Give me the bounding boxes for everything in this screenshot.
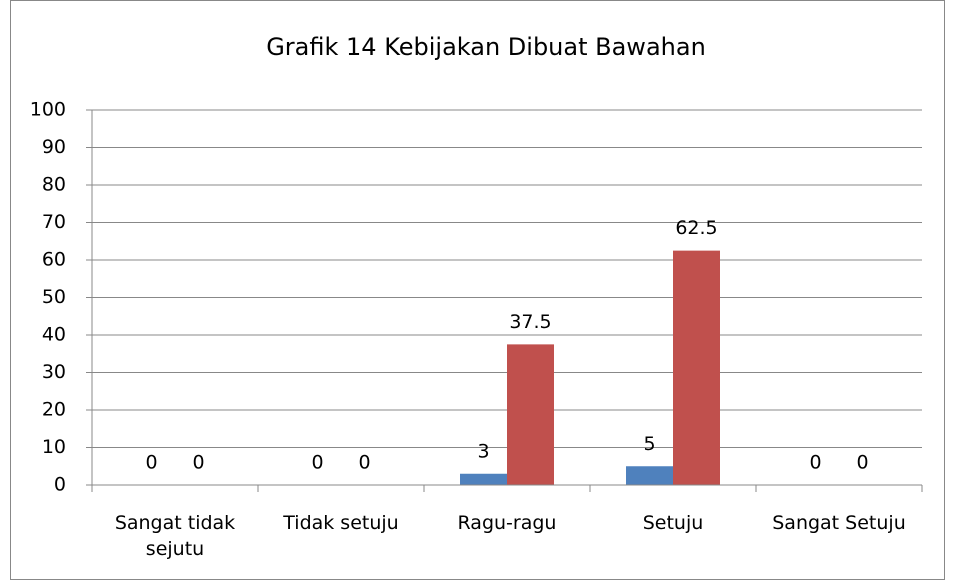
data-label: 0 — [809, 452, 821, 474]
bar — [507, 344, 554, 485]
y-tick-label: 20 — [42, 399, 66, 421]
y-tick-label: 40 — [42, 324, 66, 346]
chart-title: Grafik 14 Kebijakan Dibuat Bawahan — [266, 33, 706, 61]
bar — [460, 473, 507, 485]
data-label: 62.5 — [675, 217, 717, 239]
y-tick-label: 30 — [42, 361, 66, 383]
y-tick-label: 90 — [42, 136, 66, 158]
x-tick-label: Tidak setuju — [283, 512, 399, 534]
data-label: 0 — [358, 452, 370, 474]
data-label: 37.5 — [509, 311, 551, 333]
x-tick-label: Sangat tidak sejutu — [114, 512, 236, 560]
y-tick-label: 10 — [42, 436, 66, 458]
bar — [673, 250, 720, 485]
x-tick-label: Setuju — [642, 512, 704, 534]
x-tick-label: Sangat Setuju — [772, 512, 906, 534]
bar — [626, 466, 673, 485]
data-label: 0 — [856, 452, 868, 474]
data-label: 3 — [477, 440, 489, 462]
data-label: 0 — [311, 452, 323, 474]
y-tick-label: 100 — [30, 99, 66, 121]
data-label: 0 — [192, 452, 204, 474]
y-tick-label: 60 — [42, 249, 66, 271]
y-tick-label: 50 — [42, 286, 66, 308]
x-tick-label: Ragu-ragu — [457, 512, 557, 534]
y-tick-label: 0 — [54, 474, 66, 496]
y-tick-label: 80 — [42, 174, 66, 196]
data-label: 5 — [643, 433, 655, 455]
y-tick-label: 70 — [42, 211, 66, 233]
data-label: 0 — [145, 452, 157, 474]
chart-frame — [10, 0, 945, 580]
